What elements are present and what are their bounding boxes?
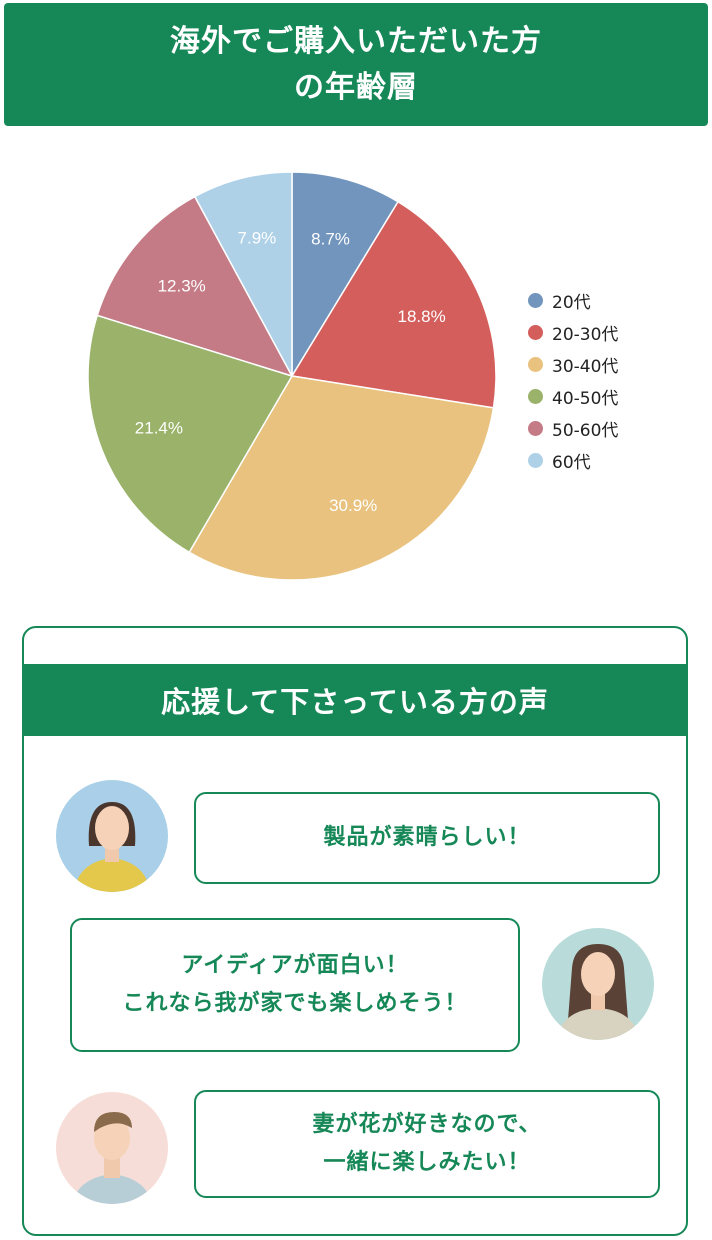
voice-2-line-2: これなら我が家でも楽しめそう！ — [122, 991, 468, 1016]
voice-bubble-2: アイディアが面白い！ これなら我が家でも楽しめそう！ — [70, 918, 520, 1052]
pie-svg: 8.7% 18.8% 30.9% 21.4% 12.3% 7.9% — [87, 171, 497, 581]
voices-card: 応援して下さっている方の声 製品が素晴らしい！ アイディアが面白い！ これなら我… — [22, 626, 688, 1236]
legend-swatch-1 — [528, 324, 543, 340]
woman-avatar-icon — [542, 928, 654, 1040]
pie-data-label-5: 7.9% — [238, 229, 277, 248]
pie-data-label-4: 12.3% — [158, 276, 206, 295]
legend-label-3: 40-50代 — [552, 388, 619, 409]
pie-data-label-2: 30.9% — [329, 496, 377, 515]
chart-legend: 20代 20-30代 30-40代 40-50代 50-60代 60代 — [528, 284, 618, 476]
woman-avatar-icon — [56, 780, 168, 892]
legend-label-4: 50-60代 — [552, 420, 619, 441]
pie-data-label-1: 18.8% — [397, 307, 445, 326]
voice-bubble-3: 妻が花が好きなので、 一緒に楽しみたい！ — [194, 1090, 660, 1198]
legend-swatch-5 — [528, 452, 543, 468]
pie-slice-2 — [188, 375, 495, 581]
legend-item-4: 50-60代 — [528, 412, 618, 444]
pie-data-label-0: 8.7% — [311, 230, 350, 249]
pie-slice-5 — [193, 171, 293, 377]
pie-slice-0 — [291, 171, 400, 379]
legend-swatch-0 — [528, 292, 543, 308]
legend-swatch-2 — [528, 356, 543, 372]
voices-title: 応援して下さっている方の声 — [24, 664, 686, 736]
man-avatar-icon — [56, 1092, 168, 1204]
page-title-line-1: 海外でご購入いただいた方 — [170, 23, 542, 59]
voice-3-line-2: 一緒に楽しみたい！ — [323, 1150, 531, 1175]
voice-2-line-1: アイディアが面白い！ — [181, 953, 409, 978]
pie-slice-3 — [87, 314, 294, 554]
legend-item-0: 20代 — [528, 284, 618, 316]
legend-swatch-3 — [528, 388, 543, 404]
voice-1-line-1: 製品が素晴らしい！ — [323, 825, 531, 850]
legend-label-5: 60代 — [552, 452, 591, 473]
legend-item-3: 40-50代 — [528, 380, 618, 412]
legend-label-1: 20-30代 — [552, 324, 619, 345]
pie-slice-1 — [290, 200, 497, 409]
legend-item-1: 20-30代 — [528, 316, 618, 348]
pie-slice-4 — [96, 195, 294, 378]
page-title-banner: 海外でご購入いただいた方 の年齢層 — [4, 3, 708, 126]
legend-item-2: 30-40代 — [528, 348, 618, 380]
voice-bubble-1: 製品が素晴らしい！ — [194, 792, 660, 884]
legend-label-2: 30-40代 — [552, 356, 619, 377]
legend-item-5: 60代 — [528, 444, 618, 476]
page-title-line-2: の年齢層 — [294, 69, 418, 105]
voice-3-line-1: 妻が花が好きなので、 — [312, 1112, 542, 1137]
legend-label-0: 20代 — [552, 292, 591, 313]
legend-swatch-4 — [528, 420, 543, 436]
age-pie-chart: 8.7% 18.8% 30.9% 21.4% 12.3% 7.9% 20代 20-30代 30… — [0, 140, 712, 610]
pie-data-label-3: 21.4% — [135, 419, 183, 438]
